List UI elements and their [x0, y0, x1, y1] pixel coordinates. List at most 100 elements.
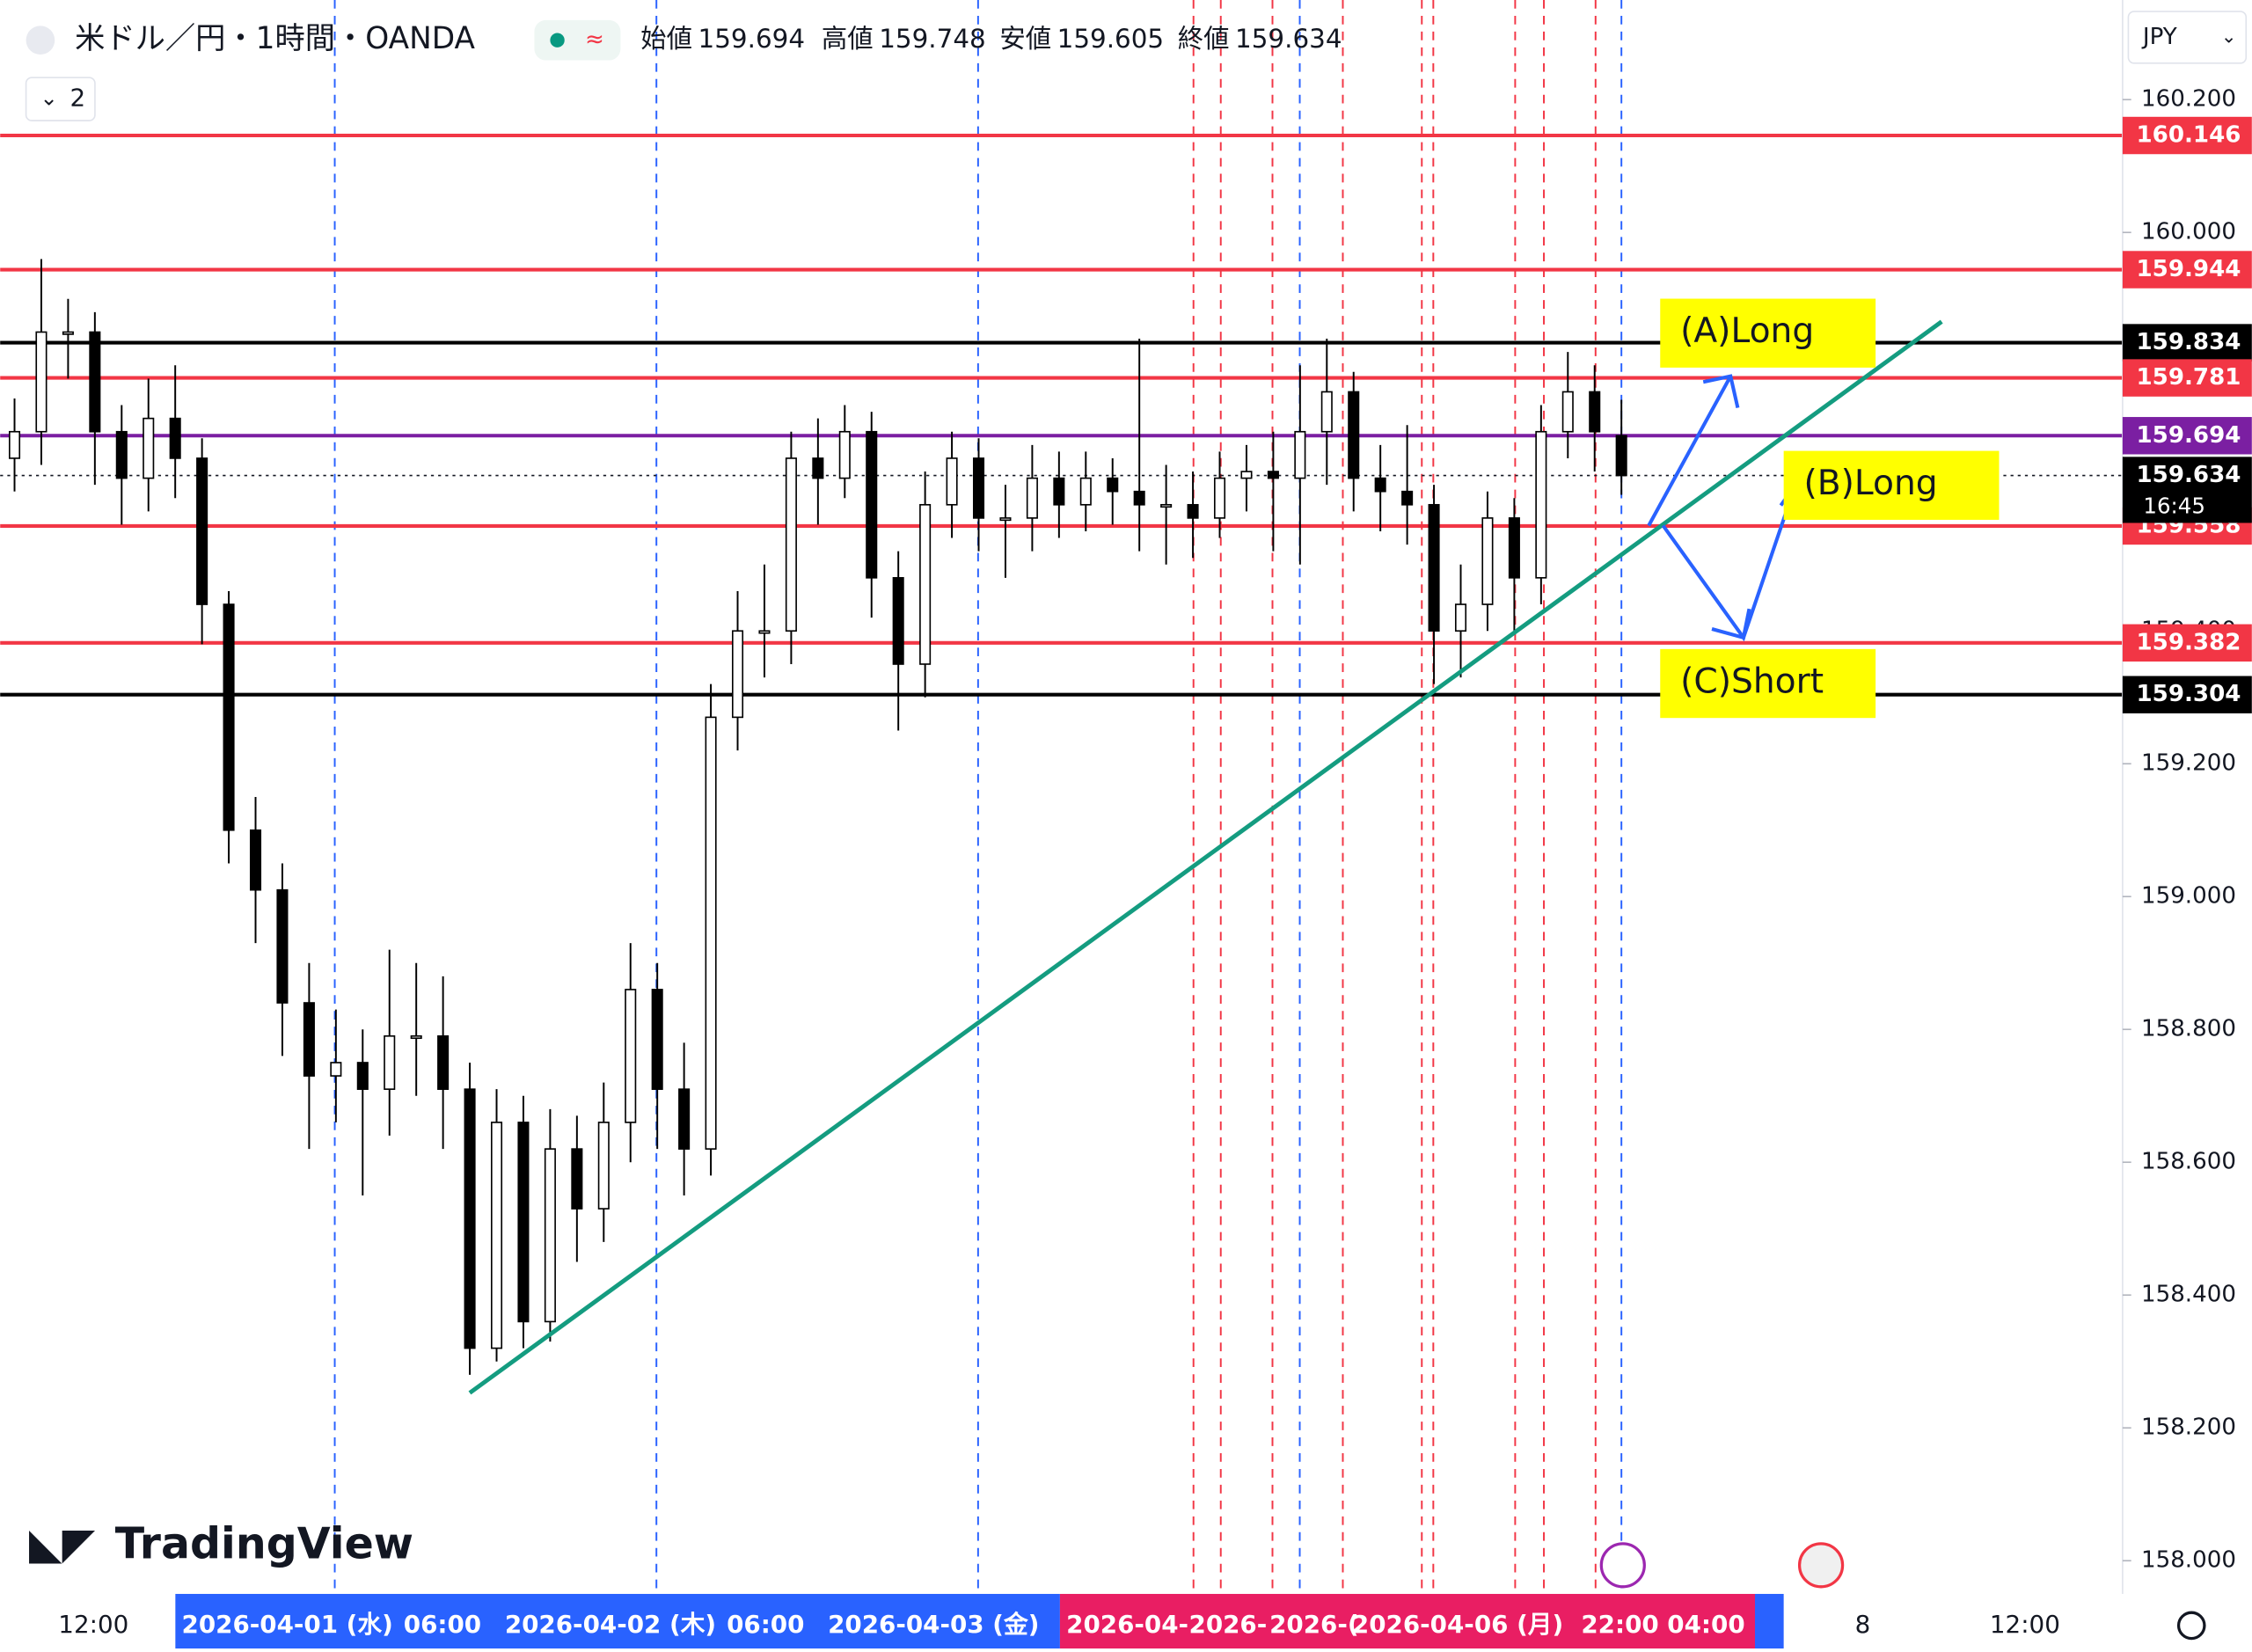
- level-label: 159.382: [2137, 629, 2241, 655]
- y-tick-label: 158.800: [2141, 1016, 2236, 1042]
- brand: ◣◤ TradingView: [29, 1519, 413, 1569]
- annotation-box: [1660, 298, 1876, 368]
- level-label-bg: [2122, 359, 2252, 397]
- time-label: 2026-04-06 (月): [1352, 1610, 1563, 1639]
- level-label: 159.944: [2137, 256, 2241, 282]
- candle-body: [892, 577, 904, 665]
- candle-body: [1428, 503, 1440, 632]
- candle-body: [1213, 477, 1226, 519]
- settings-icon[interactable]: [2176, 1611, 2206, 1641]
- indicator-count: 2: [70, 84, 86, 113]
- level-label-bg: [2122, 417, 2252, 455]
- candle-body: [330, 1062, 342, 1077]
- current-price-bg: [2122, 457, 2252, 523]
- candle-body: [1615, 435, 1627, 477]
- level-label: 159.834: [2137, 329, 2241, 355]
- ohlc-key: 高値: [822, 24, 874, 54]
- brand-icon: ◣◤: [29, 1519, 96, 1569]
- candle-body: [919, 503, 932, 665]
- time-highlight-blue-end: [1754, 1593, 1784, 1648]
- header: 米ドル／円・1時間・OANDA ≈ 始値 159.694 高値 159.748 安値 15…: [25, 11, 2248, 121]
- candle-body: [1026, 477, 1038, 519]
- trendline: [468, 319, 1943, 1395]
- time-label: 06:00: [404, 1610, 481, 1639]
- time-highlight-red: [1059, 1593, 1755, 1648]
- y-tick-label: 160.000: [2141, 219, 2236, 245]
- candle-body: [1374, 477, 1386, 493]
- collapse-chevron: ⌄: [40, 85, 58, 111]
- current-price-label: 159.634: [2137, 462, 2241, 488]
- symbol-icon: [26, 26, 55, 55]
- currency-selector[interactable]: [2127, 11, 2248, 64]
- candle-body: [785, 457, 797, 632]
- candle-body: [1294, 430, 1306, 479]
- level-label: 159.694: [2137, 422, 2241, 449]
- candle-body: [1508, 517, 1520, 579]
- candle-body: [946, 457, 958, 506]
- candle-body: [169, 417, 181, 459]
- time-label: 2026-(: [1269, 1610, 1358, 1639]
- candle-body: [1454, 603, 1467, 632]
- candle-body: [437, 1034, 450, 1090]
- candle-body: [1348, 391, 1360, 479]
- level-label: 160.146: [2137, 122, 2241, 149]
- annotation-box: [1660, 648, 1876, 719]
- symbol-title: 米ドル／円・1時間・OANDA: [75, 21, 475, 56]
- annotation-box: [1783, 450, 2000, 520]
- candle-body: [838, 430, 851, 479]
- candle-body: [705, 716, 717, 1150]
- candle-body: [972, 457, 985, 519]
- candle-body: [1481, 517, 1494, 605]
- candle-body: [196, 457, 208, 605]
- candle-body: [597, 1122, 610, 1210]
- time-label: 06:00: [727, 1610, 804, 1639]
- y-tick-label: 158.000: [2141, 1547, 2236, 1574]
- time-label: 12:00: [1990, 1610, 2060, 1639]
- ohlc-value: 159.694: [698, 24, 805, 54]
- candle-body: [999, 517, 1012, 522]
- time-label: 8: [1855, 1610, 1871, 1639]
- candle-body: [758, 630, 771, 634]
- candle-body: [1133, 490, 1145, 506]
- annotation-text: (A)Long: [1680, 311, 1814, 351]
- y-tick-label: 158.600: [2141, 1149, 2236, 1175]
- event-icon[interactable]: [1599, 1542, 1646, 1589]
- candle-body: [62, 331, 74, 335]
- candle-body: [731, 630, 744, 719]
- candle-body: [143, 417, 155, 479]
- ohlc-value: 159.748: [879, 24, 985, 54]
- time-label: 22:00: [1581, 1610, 1658, 1639]
- market-dot: [550, 33, 565, 48]
- candle-body: [678, 1088, 691, 1150]
- candle-body: [356, 1062, 369, 1090]
- candle-body: [1401, 490, 1414, 506]
- y-tick-label: 158.200: [2141, 1414, 2236, 1441]
- ohlc-key: 安値: [999, 24, 1051, 54]
- candle-body: [1320, 391, 1333, 433]
- y-tick-label: 160.200: [2141, 86, 2236, 113]
- candle-body: [517, 1122, 530, 1323]
- candle-body: [812, 457, 824, 479]
- y-tick-label: 158.400: [2141, 1282, 2236, 1308]
- currency-chevron: ⌄: [2221, 26, 2237, 48]
- time-label: 2026-04-02 (木): [505, 1610, 716, 1639]
- countdown-label: 16:45: [2143, 493, 2205, 518]
- us-flag-icon[interactable]: [1797, 1542, 1845, 1589]
- candle-body: [35, 331, 48, 433]
- candle-body: [651, 989, 663, 1090]
- time-label: 2026-04-: [1066, 1610, 1188, 1639]
- candle-body: [1267, 471, 1279, 479]
- collapse-button[interactable]: [25, 77, 96, 121]
- candle-body: [866, 430, 878, 579]
- ohlc-key: 始値: [640, 24, 692, 54]
- candle-body: [89, 331, 101, 433]
- candle-body: [410, 1034, 422, 1040]
- candle-body: [249, 829, 262, 891]
- candle-body: [276, 888, 289, 1004]
- annotation-text: (B)Long: [1803, 464, 1937, 503]
- candle-body: [384, 1034, 396, 1090]
- candle-body: [1187, 503, 1199, 519]
- candle-body: [303, 1002, 315, 1077]
